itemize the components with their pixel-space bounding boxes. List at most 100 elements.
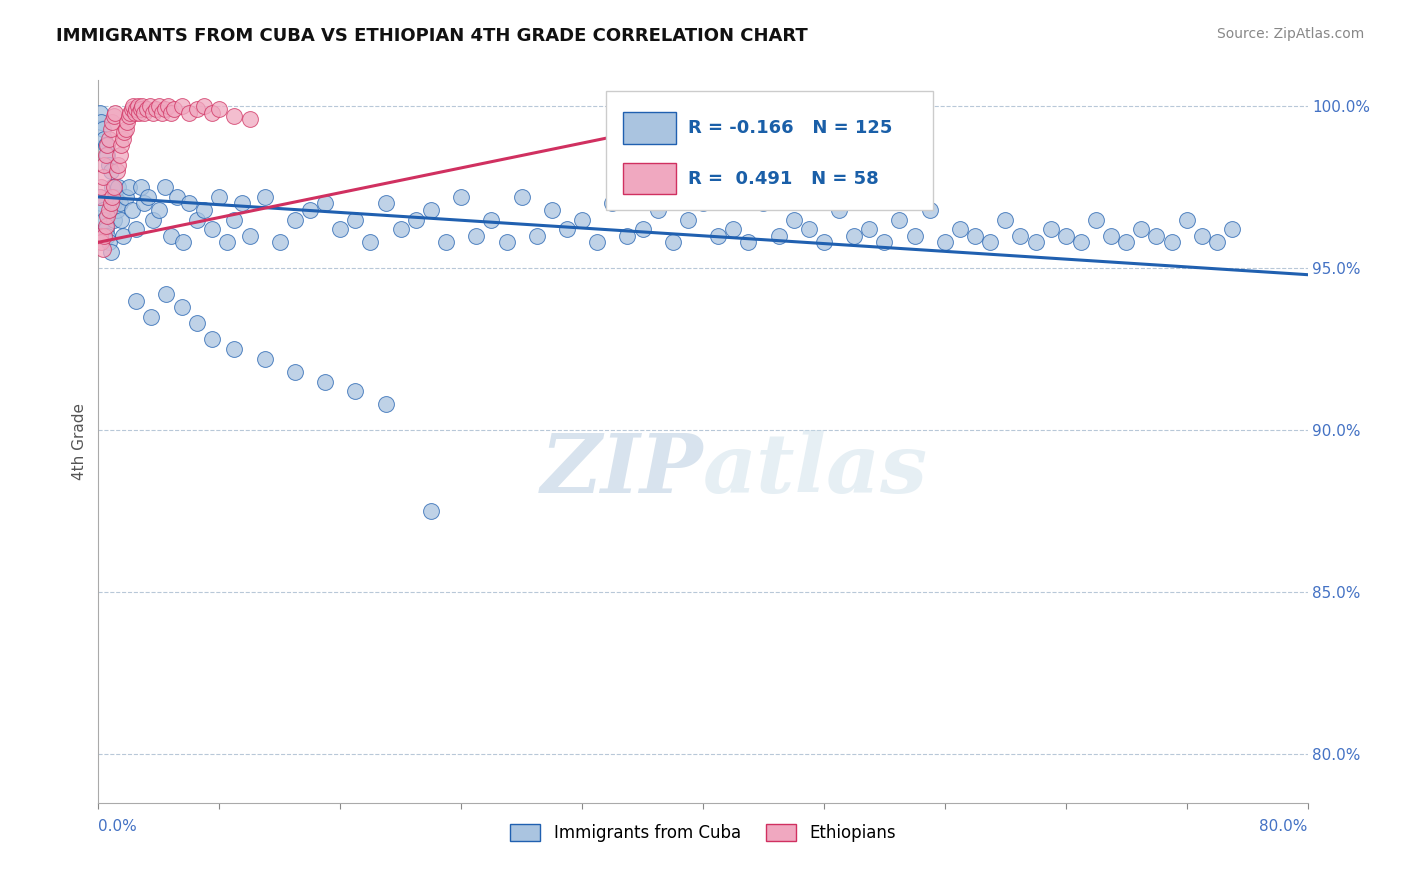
Point [131,99,153,113]
Point [661,235,683,250]
Point [103,196,125,211]
Point [110,138,132,153]
Point [616,228,638,243]
Point [215,235,238,250]
Point [918,202,941,217]
Point [1144,228,1167,243]
Point [208,190,231,204]
Point [111,131,134,145]
Point [101,115,124,129]
Point [481,212,503,227]
Point [224,342,246,356]
Point [1206,235,1229,250]
Point [103,109,125,123]
Point [1070,235,1092,250]
FancyBboxPatch shape [623,162,676,194]
Point [314,375,336,389]
Point [723,222,745,236]
Text: Source: ZipAtlas.com: Source: ZipAtlas.com [1216,27,1364,41]
Point [89,190,111,204]
Point [156,99,179,113]
Point [201,222,224,236]
Point [91,121,114,136]
Point [115,115,138,129]
Point [89,190,111,204]
Point [420,202,443,217]
Point [127,99,149,113]
Point [979,235,1001,250]
Point [208,103,231,117]
Point [107,157,129,171]
Point [94,222,117,236]
Point [1220,222,1243,236]
Legend: Immigrants from Cuba, Ethiopians: Immigrants from Cuba, Ethiopians [503,817,903,848]
Point [1115,235,1137,250]
Point [314,196,336,211]
Point [586,235,609,250]
Point [889,212,911,227]
Point [160,105,183,120]
Point [647,202,669,217]
Point [111,228,134,243]
Text: 80.0%: 80.0% [1260,819,1308,834]
Point [1175,212,1198,227]
Point [148,99,170,113]
Point [994,212,1017,227]
Point [360,235,382,250]
Point [91,170,114,185]
Point [125,222,148,236]
Point [93,228,115,243]
Point [148,202,170,217]
Point [100,164,122,178]
Point [344,212,367,227]
Point [201,105,224,120]
Point [193,99,215,113]
Point [1010,228,1032,243]
Point [166,190,188,204]
Text: R =  0.491   N = 58: R = 0.491 N = 58 [689,169,879,187]
Point [107,180,129,194]
Point [284,212,307,227]
Point [153,180,176,194]
Text: atlas: atlas [703,431,928,510]
Point [510,190,533,204]
Point [125,103,148,117]
Point [737,235,759,250]
Point [1191,228,1213,243]
Point [299,202,322,217]
Point [239,112,262,127]
Point [797,222,820,236]
Point [844,228,866,243]
Point [114,190,136,204]
Point [253,190,276,204]
Point [1160,235,1182,250]
Point [186,103,208,117]
Point [136,190,159,204]
Point [94,138,117,153]
Point [160,228,183,243]
Point [110,212,132,227]
Point [118,109,141,123]
Point [98,131,121,145]
Point [707,228,730,243]
Point [132,105,155,120]
Point [465,228,488,243]
Point [253,351,276,366]
Point [150,105,173,120]
Point [526,228,548,243]
Point [179,105,201,120]
Point [153,103,176,117]
Point [193,202,215,217]
Point [141,310,163,324]
Point [104,105,127,120]
Point [91,202,114,217]
Point [142,105,165,120]
Point [142,212,165,227]
Point [121,103,143,117]
Point [129,180,152,194]
Point [949,222,972,236]
Point [122,99,145,113]
Point [1130,222,1153,236]
Point [571,212,593,227]
Point [124,105,146,120]
